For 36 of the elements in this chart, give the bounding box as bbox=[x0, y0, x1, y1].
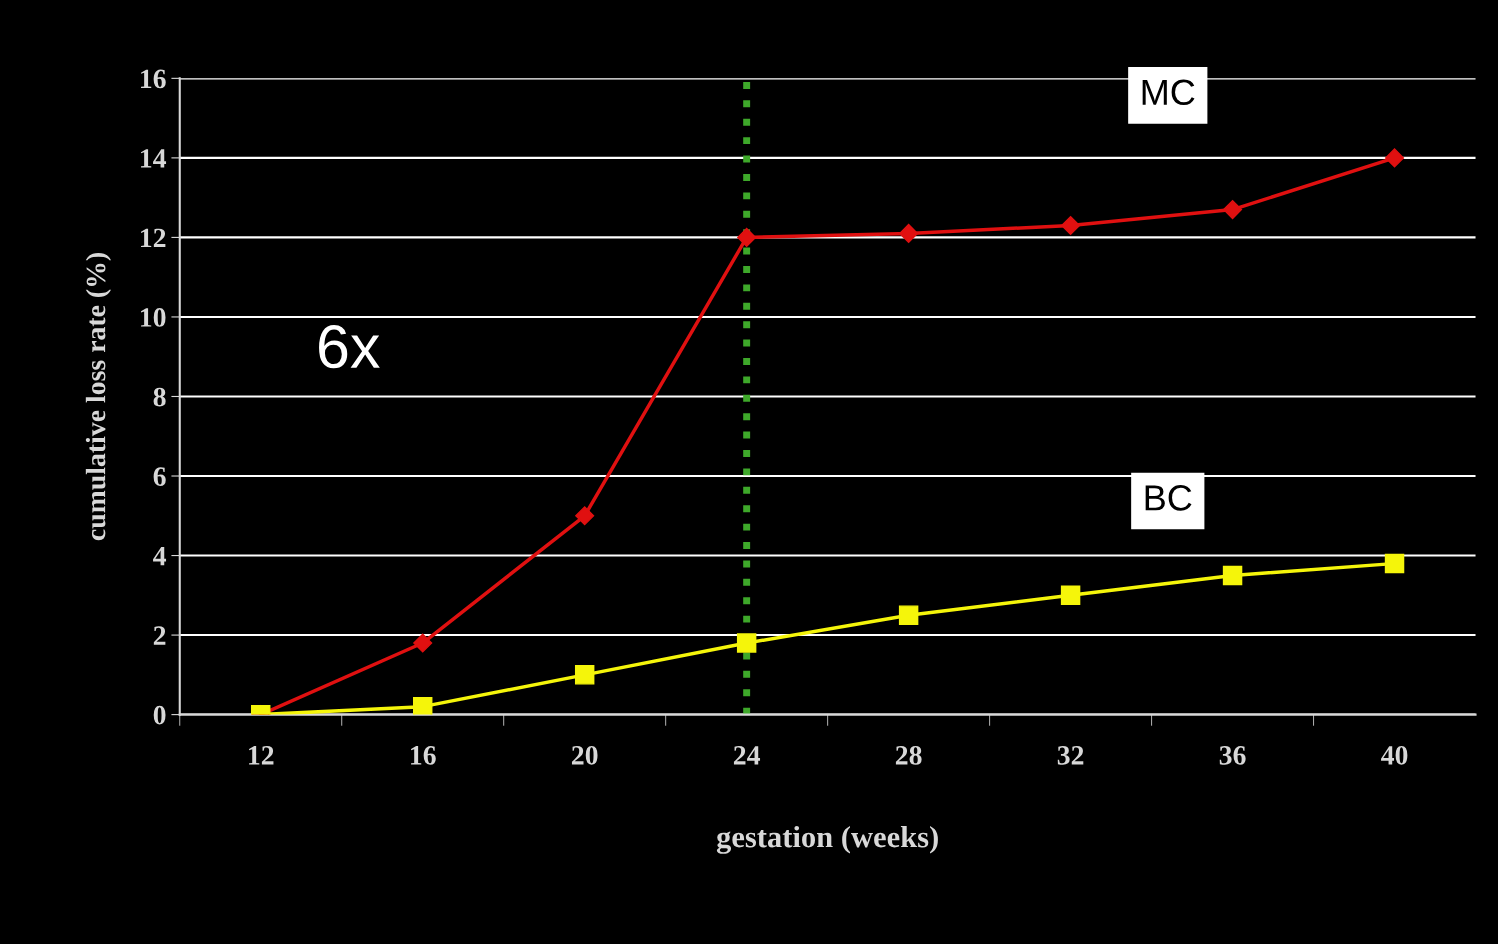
point bbox=[574, 665, 595, 685]
point bbox=[413, 633, 433, 653]
point bbox=[1061, 215, 1081, 236]
y-tick-label: 10 bbox=[141, 308, 166, 327]
series-label: BC bbox=[1145, 485, 1192, 511]
y-tick-label: 12 bbox=[141, 228, 166, 248]
annotation: 6x bbox=[319, 325, 380, 369]
x-tick-label: 36 bbox=[1219, 746, 1246, 765]
point bbox=[736, 633, 757, 653]
x-tick-label: 40 bbox=[1381, 745, 1408, 765]
y-tick-label: 0 bbox=[153, 705, 166, 725]
point bbox=[737, 227, 757, 247]
point bbox=[1223, 200, 1243, 220]
point bbox=[412, 696, 433, 715]
x-tick-label: 32 bbox=[1057, 746, 1084, 765]
y-tick-label: 16 bbox=[141, 69, 166, 89]
point bbox=[899, 223, 919, 243]
y-axis-title: cumulative loss rate (%) bbox=[85, 253, 112, 541]
x-tick-label: 28 bbox=[895, 745, 922, 765]
point bbox=[898, 605, 919, 625]
point bbox=[575, 506, 595, 526]
point bbox=[1385, 148, 1405, 168]
x-tick-label: 16 bbox=[411, 746, 436, 765]
x-tick-label: 12 bbox=[249, 746, 274, 765]
point bbox=[1222, 565, 1243, 586]
text: MC bbox=[1142, 79, 1195, 106]
y-tick-label: 4 bbox=[153, 546, 167, 566]
y-tick-label: 2 bbox=[153, 626, 166, 645]
x-axis-title: gestation (weeks) bbox=[716, 825, 938, 854]
y-tick-label: 14 bbox=[141, 149, 167, 168]
point bbox=[1060, 585, 1081, 606]
x-tick-label: 20 bbox=[571, 745, 598, 765]
x-tick-label: 24 bbox=[733, 746, 761, 765]
point bbox=[1384, 553, 1405, 574]
y-tick-label: 8 bbox=[153, 387, 166, 407]
y-tick-label: 6 bbox=[153, 467, 166, 486]
